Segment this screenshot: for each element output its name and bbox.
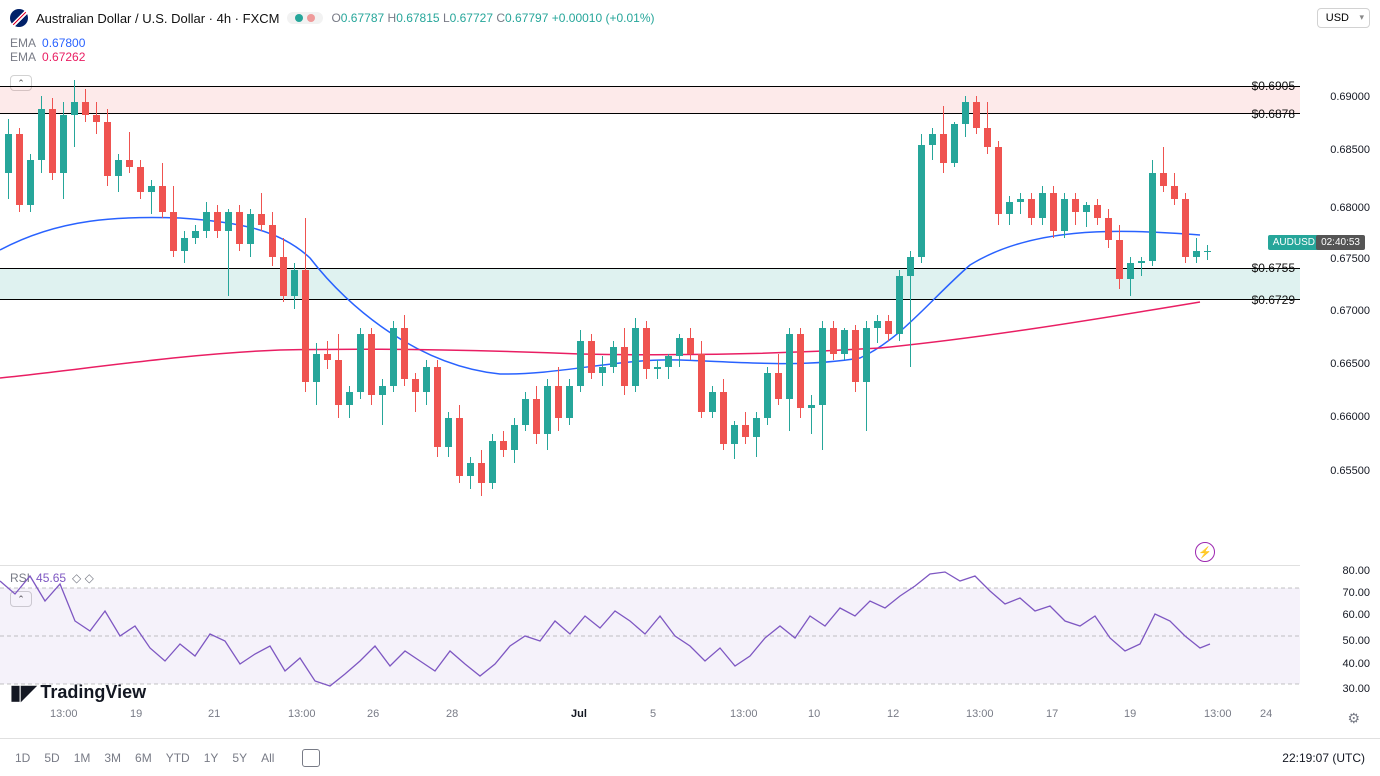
time-axis[interactable]: 13:00192113:002628Jul513:00101213:001719…	[0, 708, 1300, 728]
status-pill	[287, 12, 323, 24]
pair-flag-icon	[10, 9, 28, 27]
ema2-label: EMA	[10, 50, 36, 64]
timeframe-5y[interactable]: 5Y	[232, 751, 247, 765]
support-zone: $0.6755$0.6729	[0, 268, 1300, 300]
resistance-zone: $0.6905$0.6878	[0, 86, 1300, 114]
ema2-indicator[interactable]: EMA 0.67262	[0, 50, 1380, 64]
tv-logo-text: TradingView	[40, 682, 146, 703]
ema2-value: 0.67262	[42, 50, 85, 64]
tradingview-logo[interactable]: ▮◤ TradingView	[10, 680, 146, 705]
status-dot-delay-icon	[307, 14, 315, 22]
ema-overlay	[0, 70, 1300, 560]
lightning-icon[interactable]: ⚡	[1195, 542, 1215, 562]
ema1-value: 0.67800	[42, 36, 85, 50]
calendar-icon[interactable]	[302, 749, 320, 767]
settings-gear-icon[interactable]: ⚙	[1347, 710, 1360, 727]
timeframe-ytd[interactable]: YTD	[166, 751, 190, 765]
ema1-indicator[interactable]: EMA 0.67800	[0, 36, 1380, 50]
currency-select[interactable]: USD	[1317, 8, 1370, 28]
timeframe-1d[interactable]: 1D	[15, 751, 30, 765]
status-dot-live-icon	[295, 14, 303, 22]
main-price-chart[interactable]: $0.6905$0.6878 $0.6755$0.6729	[0, 70, 1300, 560]
chart-header: Australian Dollar / U.S. Dollar · 4h · F…	[0, 0, 1380, 36]
ohlc-readout: O0.67787 H0.67815 L0.67727 C0.67797 +0.0…	[331, 11, 654, 25]
timeframe-1m[interactable]: 1M	[74, 751, 91, 765]
timeframe-all[interactable]: All	[261, 751, 274, 765]
current-symbol-tag: AUDUSD	[1268, 235, 1320, 250]
rsi-band-fill	[0, 588, 1300, 684]
timeframe-6m[interactable]: 6M	[135, 751, 152, 765]
utc-clock: 22:19:07 (UTC)	[1282, 751, 1365, 765]
timeframe-3m[interactable]: 3M	[104, 751, 121, 765]
symbol-title[interactable]: Australian Dollar / U.S. Dollar · 4h · F…	[36, 11, 279, 26]
timeframe-5d[interactable]: 5D	[44, 751, 59, 765]
timeframe-1y[interactable]: 1Y	[204, 751, 219, 765]
countdown-tag: 02:40:53	[1316, 235, 1365, 250]
rsi-chart	[0, 566, 1300, 706]
rsi-axis[interactable]: 80.0070.0060.0050.0040.0030.00	[1300, 565, 1380, 705]
footer-bar: 1D 5D 1M 3M 6M YTD 1Y 5Y All 22:19:07 (UTC)	[0, 738, 1380, 776]
tv-glyph-icon: ▮◤	[10, 680, 36, 705]
rsi-panel[interactable]: RSI 45.65 ◇ ◇ ⌃	[0, 565, 1300, 705]
ema1-label: EMA	[10, 36, 36, 50]
price-axis[interactable]: 0.690000.685000.680000.675000.670000.665…	[1300, 70, 1380, 560]
